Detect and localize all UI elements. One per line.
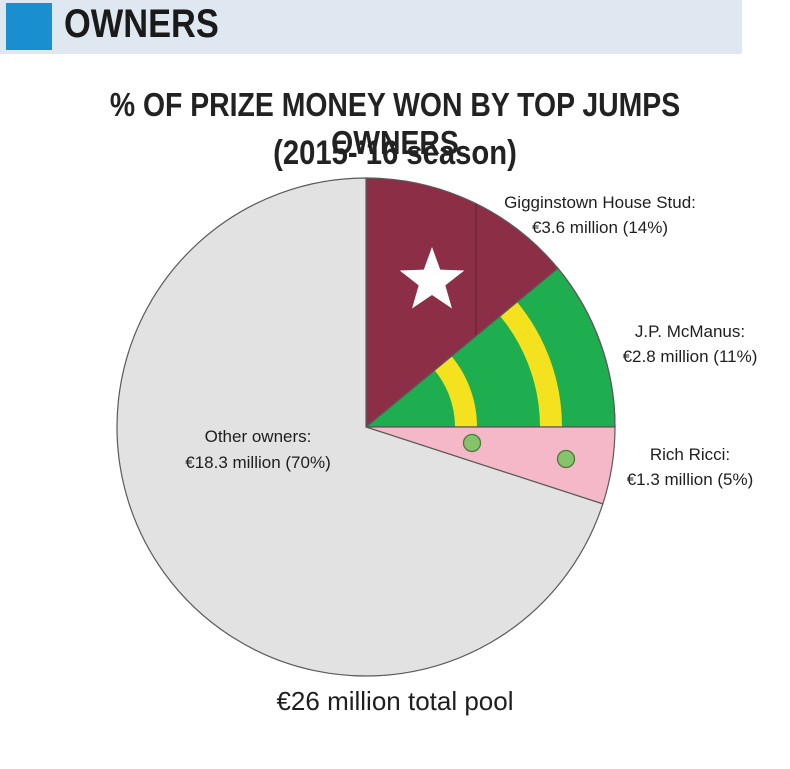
pie-slice-shape [365,177,559,429]
pie-slice-shape [116,177,604,677]
slice-label-value: €18.3 million (70%) [185,453,331,472]
slice-label-name: J.P. McManus: [635,322,745,341]
chart-title: % OF PRIZE MONEY WON BY TOP JUMPS OWNERS [109,86,681,161]
section-title: OWNERS [64,2,219,46]
slice-label-name: Rich Ricci: [650,445,730,464]
slice-label-value: €1.3 million (5%) [627,470,754,489]
section-header: OWNERS [0,0,742,54]
slice-label-value: €2.8 million (11%) [623,347,758,366]
slice-label-name: Gigginstown House Stud: [504,193,696,212]
slice-label-value: €3.6 million (14%) [532,218,668,237]
spot-icon [462,433,482,453]
star-icon [399,247,465,309]
chart-subtitle: (2015-’16 season) [273,134,517,172]
total-pool-label: €26 million total pool [276,686,514,716]
spot-icon [556,449,576,469]
pie-slice-other-owners [116,177,604,677]
section-accent-square [6,3,52,50]
slice-label-name: Other owners: [205,427,312,446]
pie-slice-j-p-mcmanus [364,267,616,428]
